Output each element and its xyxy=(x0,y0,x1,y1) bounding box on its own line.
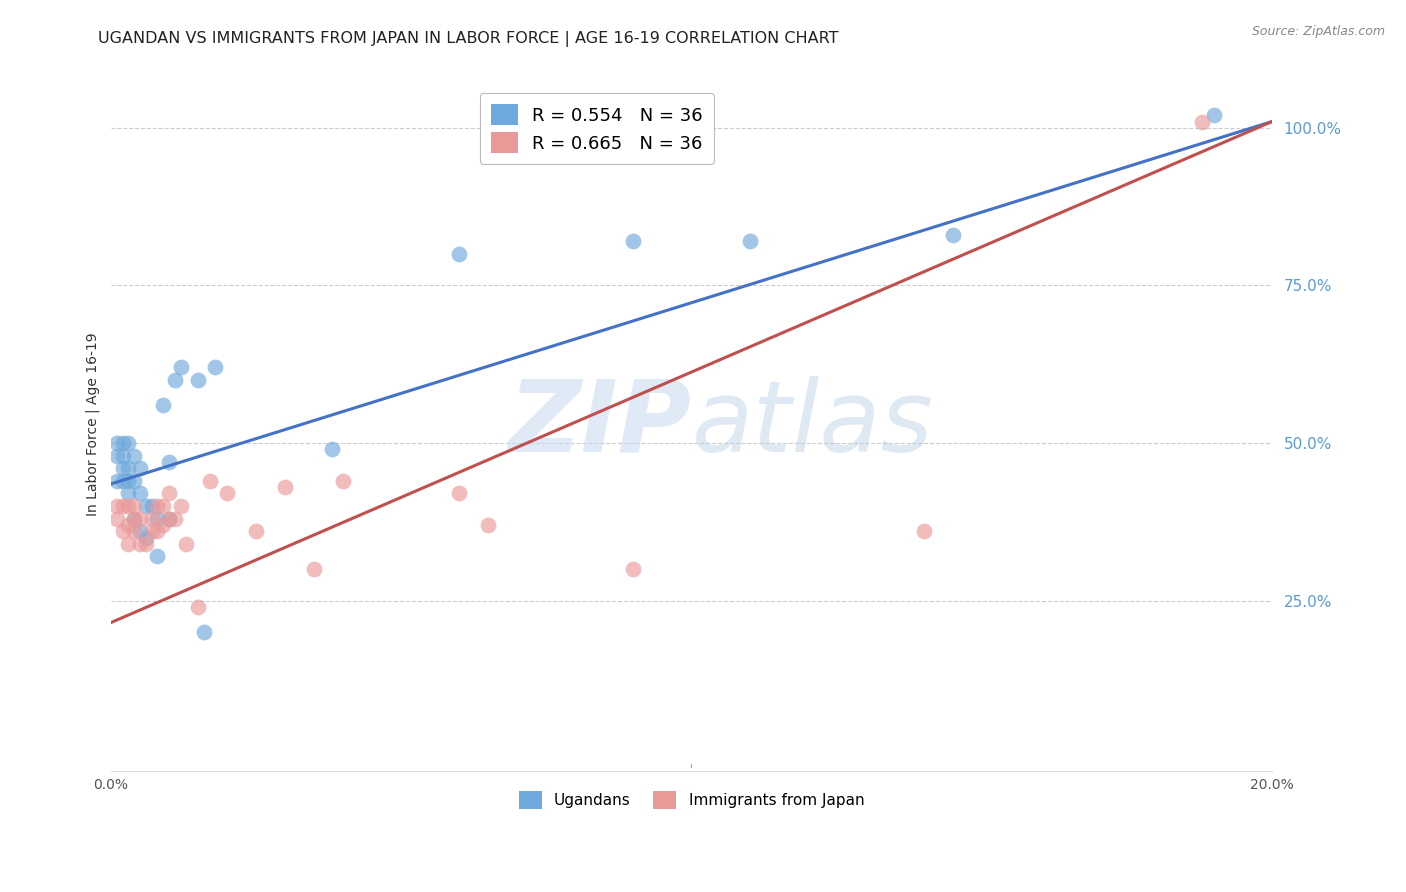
Point xyxy=(204,360,226,375)
Point xyxy=(321,442,343,457)
Point xyxy=(105,474,128,488)
Point xyxy=(105,499,128,513)
Point xyxy=(129,511,152,525)
Point xyxy=(141,499,163,513)
Legend: Ugandans, Immigrants from Japan: Ugandans, Immigrants from Japan xyxy=(513,785,870,815)
Point xyxy=(146,549,169,564)
Point xyxy=(117,486,139,500)
Text: UGANDAN VS IMMIGRANTS FROM JAPAN IN LABOR FORCE | AGE 16-19 CORRELATION CHART: UGANDAN VS IMMIGRANTS FROM JAPAN IN LABO… xyxy=(98,31,839,47)
Point xyxy=(146,511,169,525)
Point xyxy=(122,524,145,539)
Point xyxy=(163,511,186,525)
Point xyxy=(117,499,139,513)
Point xyxy=(157,486,180,500)
Point xyxy=(1202,108,1225,122)
Point xyxy=(105,511,128,525)
Point xyxy=(912,524,935,539)
Point xyxy=(135,499,157,513)
Point xyxy=(129,524,152,539)
Point xyxy=(215,486,238,500)
Point xyxy=(129,486,152,500)
Point xyxy=(449,247,471,261)
Text: atlas: atlas xyxy=(692,376,934,473)
Point xyxy=(187,599,209,614)
Point xyxy=(105,449,128,463)
Point xyxy=(152,517,174,532)
Point xyxy=(187,373,209,387)
Point xyxy=(129,461,152,475)
Point xyxy=(152,398,174,412)
Y-axis label: In Labor Force | Age 16-19: In Labor Force | Age 16-19 xyxy=(86,332,100,516)
Point xyxy=(122,511,145,525)
Point xyxy=(105,436,128,450)
Point xyxy=(621,235,644,249)
Point xyxy=(942,227,965,242)
Point xyxy=(738,235,761,249)
Point xyxy=(157,455,180,469)
Point xyxy=(122,474,145,488)
Point xyxy=(141,524,163,539)
Point xyxy=(129,537,152,551)
Point xyxy=(176,537,198,551)
Point xyxy=(157,511,180,525)
Point xyxy=(122,499,145,513)
Point xyxy=(141,511,163,525)
Point xyxy=(152,499,174,513)
Point xyxy=(117,461,139,475)
Point xyxy=(169,499,191,513)
Point xyxy=(302,562,325,576)
Point xyxy=(1191,114,1213,128)
Point xyxy=(111,499,134,513)
Point xyxy=(198,474,221,488)
Point xyxy=(117,436,139,450)
Point xyxy=(274,480,297,494)
Point xyxy=(111,524,134,539)
Text: ZIP: ZIP xyxy=(509,376,692,473)
Point xyxy=(117,517,139,532)
Point xyxy=(193,625,215,640)
Point xyxy=(117,474,139,488)
Point xyxy=(111,436,134,450)
Point xyxy=(169,360,191,375)
Point xyxy=(477,517,499,532)
Point xyxy=(146,499,169,513)
Point xyxy=(135,537,157,551)
Point xyxy=(122,449,145,463)
Point xyxy=(117,537,139,551)
Point xyxy=(449,486,471,500)
Text: Source: ZipAtlas.com: Source: ZipAtlas.com xyxy=(1251,25,1385,38)
Point xyxy=(135,531,157,545)
Point xyxy=(122,511,145,525)
Point xyxy=(111,449,134,463)
Point xyxy=(163,373,186,387)
Point xyxy=(146,524,169,539)
Point xyxy=(111,461,134,475)
Point xyxy=(245,524,267,539)
Point xyxy=(332,474,354,488)
Point xyxy=(111,474,134,488)
Point xyxy=(621,562,644,576)
Point xyxy=(157,511,180,525)
